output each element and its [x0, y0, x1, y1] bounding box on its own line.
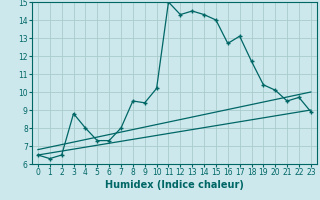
X-axis label: Humidex (Indice chaleur): Humidex (Indice chaleur) — [105, 180, 244, 190]
